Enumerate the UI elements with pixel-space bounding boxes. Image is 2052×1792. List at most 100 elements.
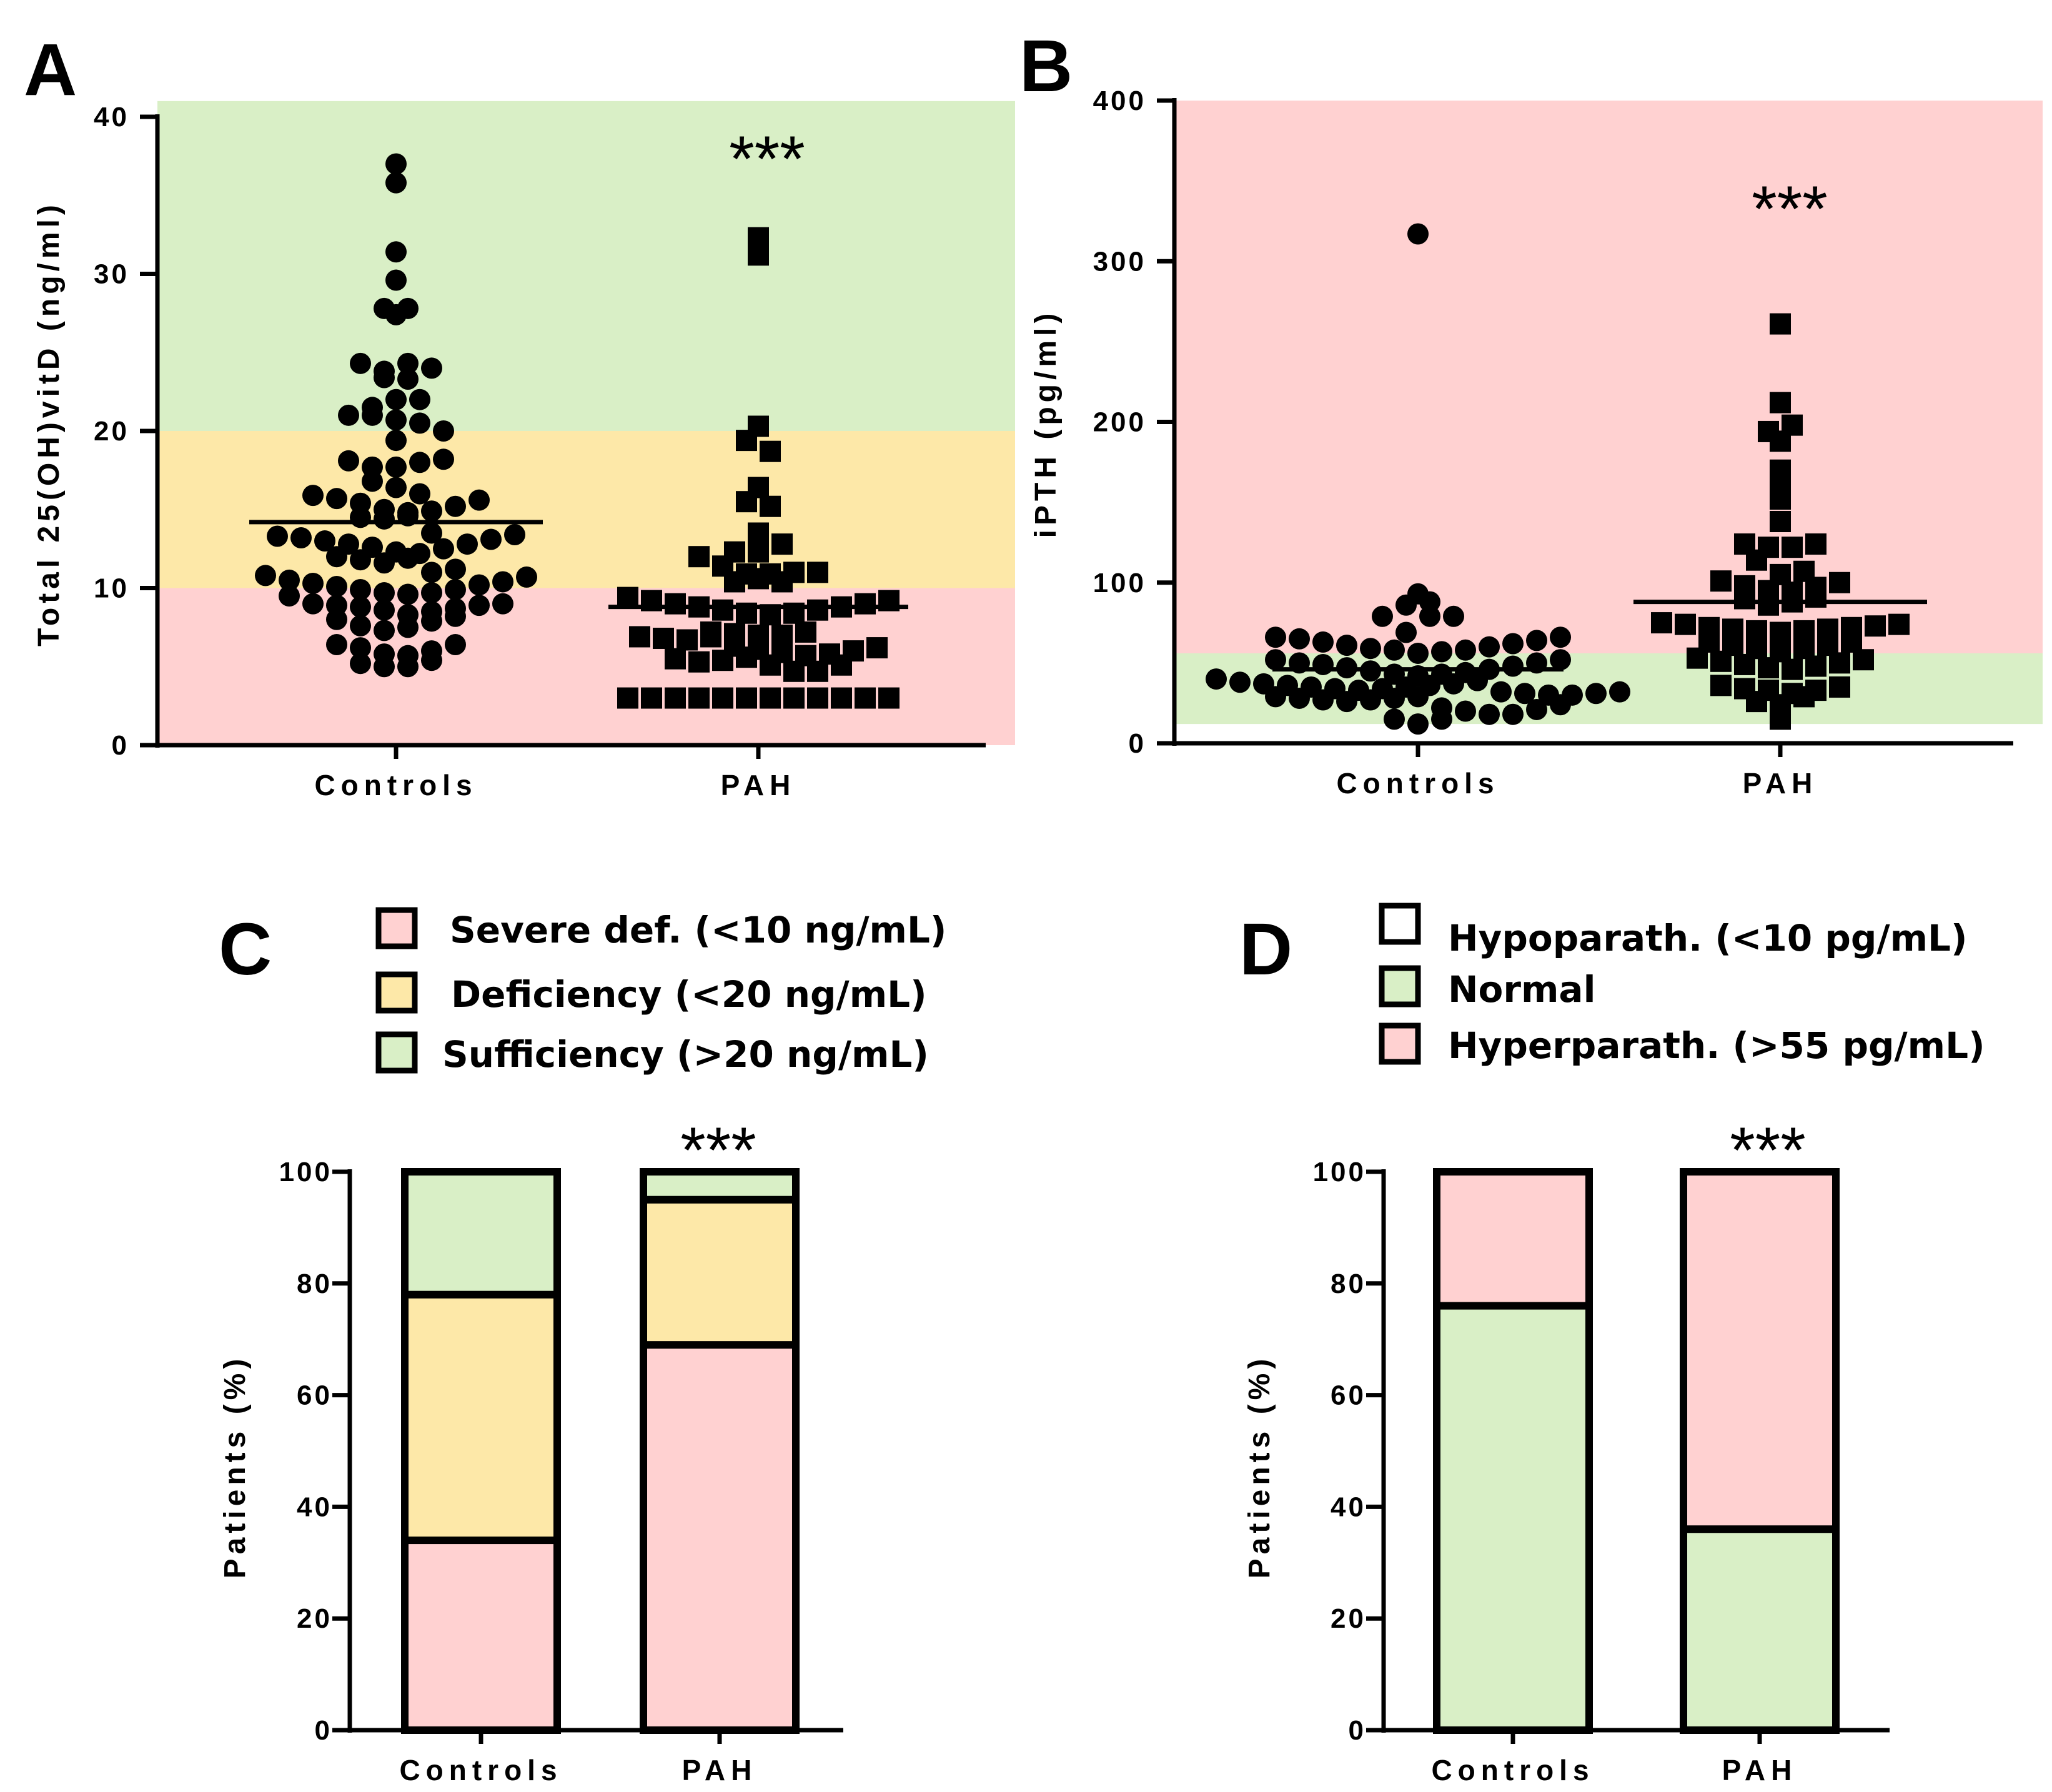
panel-b-pah-point <box>1651 612 1672 634</box>
panel-b-reference-band-2 <box>1174 101 2043 653</box>
legend-label-hypoparath: Hypoparath. (<10 pg/mL) <box>1448 917 1967 959</box>
panel-c-y-tick-label: 40 <box>297 1492 332 1522</box>
panel-c-bar-segment <box>640 1195 800 1349</box>
panel-b-controls-point <box>1585 683 1607 705</box>
panel-a-letter: A <box>24 29 77 111</box>
panel-a-pah-point <box>748 244 769 266</box>
panel-d-bar-segment <box>1433 1302 1593 1735</box>
panel-b-controls-point <box>1312 631 1334 653</box>
panel-a-category-label: PAH <box>721 769 796 801</box>
panel-a-controls-point <box>445 605 466 627</box>
panel-a-controls-point <box>279 569 300 591</box>
panel-b-controls-point <box>1502 703 1524 725</box>
panel-a-pah-point <box>783 687 805 709</box>
panel-b-controls-point <box>1609 681 1630 703</box>
panel-b-controls-point <box>1443 673 1464 695</box>
panel-b-controls-point <box>1490 681 1512 703</box>
panel-a-controls-point <box>433 420 454 442</box>
panel-b-pah-point <box>1734 653 1755 675</box>
panel-a-pah-point <box>617 687 638 709</box>
panel-b-pah-point <box>1687 647 1708 669</box>
panel-a-controls-point <box>326 488 347 510</box>
panel-a-controls-point <box>326 608 347 630</box>
panel-b-pah-point <box>1710 570 1732 592</box>
panel-a-controls-point <box>445 579 466 601</box>
panel-a-controls-point <box>374 552 395 574</box>
panel-b-pah-point <box>1782 658 1803 680</box>
panel-b-pah-point <box>1770 313 1791 335</box>
panel-c-bar-segment <box>640 1341 800 1734</box>
legend-label-deficiency: Deficiency (<20 ng/mL) <box>451 973 927 1016</box>
panel-a-controls-point <box>302 593 324 615</box>
panel-a-controls-point <box>445 495 466 517</box>
panel-b-pah-point <box>1770 430 1791 452</box>
panel-a-controls-point <box>385 389 407 410</box>
panel-b-pah-point <box>1746 549 1767 571</box>
panel-a-controls-point <box>326 575 347 597</box>
panel-b-pah-point <box>1710 650 1732 672</box>
panel-a-controls-point <box>385 477 407 498</box>
panel-a-pah-point <box>807 687 828 709</box>
legend-swatch-hyperparath <box>1379 1022 1421 1065</box>
panel-a-controls-point <box>350 596 371 618</box>
panel-b-pah-point <box>1746 691 1767 713</box>
panel-a-controls-point <box>397 547 419 569</box>
panel-a-pah-point <box>665 687 686 709</box>
legend-label-normal: Normal <box>1448 968 1595 1011</box>
panel-d-bar-segment <box>1680 1168 1840 1533</box>
panel-b-controls-point <box>1265 626 1286 648</box>
panel-b-pah-point <box>1710 675 1732 696</box>
panel-b-controls-point <box>1229 671 1251 693</box>
panel-b-controls-point <box>1336 635 1357 656</box>
panel-a-controls-point <box>492 593 513 615</box>
panel-a-controls-point <box>350 579 371 601</box>
panel-b-controls-point <box>1526 630 1547 651</box>
panel-a-controls-point <box>433 448 454 470</box>
panel-a-pah-point <box>700 626 721 648</box>
panel-c-letter: C <box>219 908 272 991</box>
panel-a-pah-point <box>712 687 733 709</box>
panel-d-y-tick-label: 0 <box>1349 1715 1366 1746</box>
panel-c-y-tick-label: 80 <box>297 1269 332 1299</box>
panel-a-controls-point <box>302 485 324 507</box>
legend-swatch-severe-def <box>375 907 418 949</box>
panel-d-stacked-bar: D Hypoparath. (<10 pg/mL) Normal Hyperpa… <box>1239 903 1985 1786</box>
panel-b-controls-point <box>1407 223 1429 245</box>
panel-b-y-tick-label: 200 <box>1093 407 1146 438</box>
panel-a-pah-point <box>760 687 781 709</box>
panel-a-pah-point <box>878 687 900 709</box>
panel-b-category-label: PAH <box>1743 767 1818 799</box>
panel-a-controls-point <box>397 616 419 638</box>
panel-a-pah-point <box>795 621 816 643</box>
panel-a-controls-point <box>421 610 442 632</box>
panel-a-controls-point <box>362 470 383 492</box>
panel-b-controls-point <box>1312 653 1334 675</box>
panel-b-pah-point <box>1829 676 1850 698</box>
panel-b-reference-band-0 <box>1174 724 2043 743</box>
panel-a-controls-point <box>516 566 537 588</box>
panel-b-controls-point <box>1265 686 1286 708</box>
panel-b-controls-point <box>1206 668 1227 690</box>
panel-a-pah-point <box>736 646 757 668</box>
panel-a-pah-point <box>855 687 876 709</box>
panel-b-controls-point <box>1372 605 1393 627</box>
panel-a-pah-point <box>866 637 888 659</box>
panel-a-controls-point <box>350 507 371 528</box>
panel-d-y-tick-label: 60 <box>1331 1380 1366 1411</box>
legend-swatch-normal <box>1379 965 1421 1007</box>
panel-a-controls-point <box>314 530 335 552</box>
panel-a-pah-point <box>736 430 757 452</box>
panel-a-controls-point <box>338 404 359 426</box>
panel-a-y-tick-label: 10 <box>94 573 129 604</box>
panel-b-controls-point <box>1265 649 1286 671</box>
panel-b-y-tick-label: 0 <box>1129 728 1146 759</box>
panel-d-category-label: PAH <box>1722 1754 1798 1786</box>
panel-a-controls-point <box>468 489 490 511</box>
panel-a-pah-point <box>855 593 876 615</box>
panel-a-reference-band-2 <box>157 101 1015 432</box>
panel-d-y-tick-label: 20 <box>1331 1603 1366 1634</box>
panel-c-category-label: PAH <box>682 1754 758 1786</box>
panel-c-bar-segment <box>401 1168 561 1299</box>
panel-a-controls-point <box>409 452 430 473</box>
panel-a-controls-point <box>421 650 442 671</box>
